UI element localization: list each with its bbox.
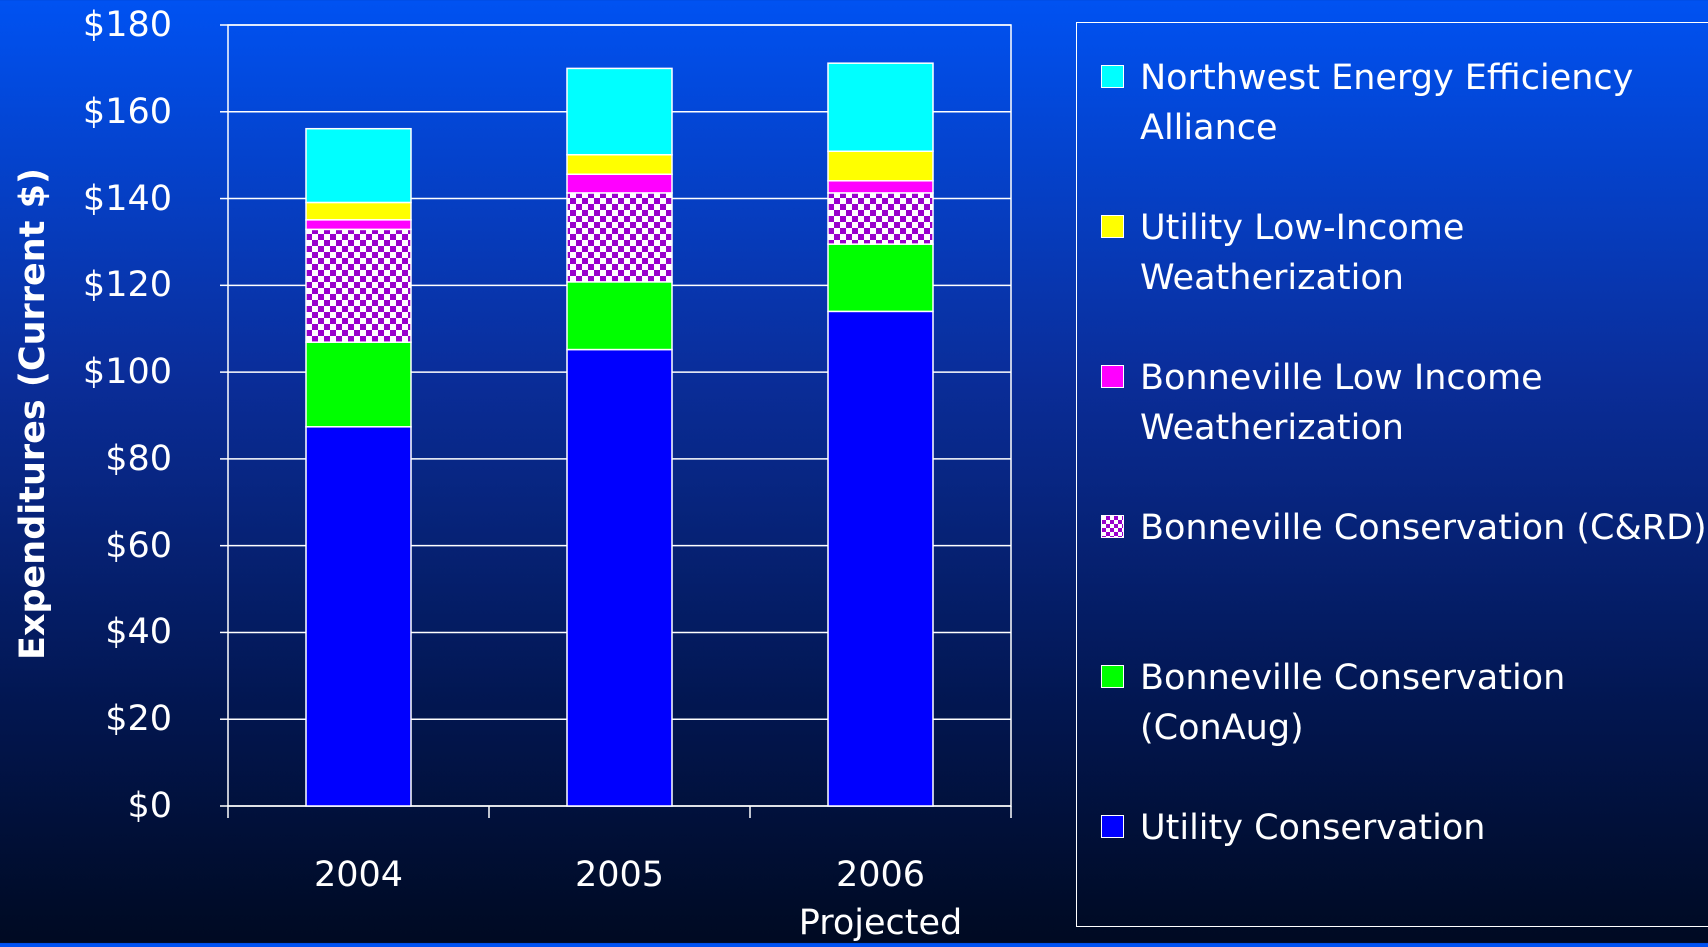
bar-segment	[305, 201, 412, 221]
y-tick-label: $0	[127, 786, 172, 826]
legend-label: Utility Conservation	[1140, 808, 1486, 848]
y-axis-label: Expenditures (Current $)	[13, 168, 53, 660]
bar-segment	[827, 180, 934, 194]
x-tick-label: 2006 Projected	[798, 855, 963, 943]
x-tick-label: 2005	[574, 855, 665, 895]
bar-segment	[566, 67, 673, 156]
y-tick-label: $140	[82, 178, 172, 219]
legend-label: Bonneville Low Income Weatherization	[1140, 358, 1543, 448]
legend: Utility Conservation Bonneville Conservat…	[1076, 22, 1708, 927]
bar-segment	[566, 153, 673, 176]
legend-swatch	[1101, 665, 1124, 688]
legend-swatch	[1101, 65, 1124, 88]
bar-segment	[305, 341, 412, 428]
y-tick-label: $20	[105, 699, 172, 740]
bar-segment	[827, 192, 934, 245]
legend-swatch	[1101, 815, 1124, 838]
x-tick-label: 2004	[313, 855, 404, 895]
legend-label: Bonneville Conservation (C&RD)	[1140, 508, 1707, 548]
bar-segment	[566, 192, 673, 283]
bar-segment	[305, 426, 412, 807]
legend-swatch	[1101, 515, 1124, 538]
legend-swatch	[1101, 215, 1124, 238]
y-tick-label: $100	[82, 352, 172, 393]
y-tick-label: $120	[82, 265, 172, 306]
bar-segment	[827, 62, 934, 153]
y-tick-label: $180	[82, 5, 172, 45]
y-tick-label: $160	[82, 91, 172, 132]
y-tick-label: $60	[105, 525, 172, 566]
bar-segment	[305, 127, 412, 204]
bar-segment	[566, 173, 673, 194]
legend-label: Northwest Energy Efficiency Alliance	[1140, 58, 1634, 148]
legend-label: Utility Low-Income Weatherization	[1140, 208, 1465, 298]
bar-segment	[827, 310, 934, 807]
legend-swatch	[1101, 365, 1124, 388]
bar-segment	[827, 243, 934, 313]
bar-segment	[566, 281, 673, 351]
bar-segment	[305, 219, 412, 231]
bar-segment	[305, 228, 412, 343]
bar-segment	[566, 348, 673, 807]
bar-segment	[827, 150, 934, 182]
legend-label: Bonneville Conservation (ConAug)	[1140, 658, 1566, 748]
y-tick-label: $40	[105, 612, 172, 653]
y-tick-label: $80	[105, 438, 172, 479]
